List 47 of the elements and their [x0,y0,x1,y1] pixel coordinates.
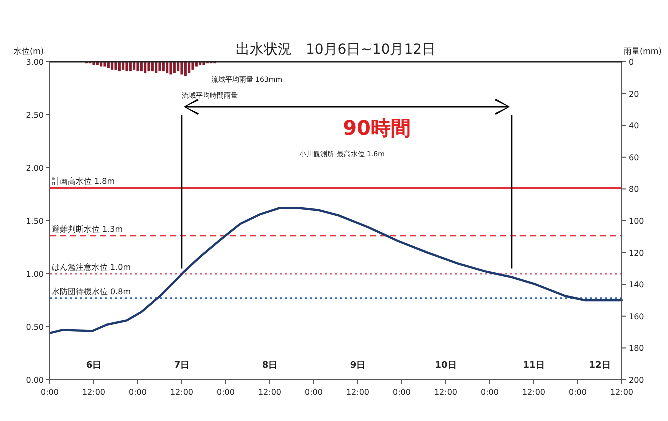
y-tick-label: 1.00 [26,270,44,279]
y2-tick-label: 140 [629,280,644,290]
annotation: 90時間 [343,116,411,140]
chart-title: 出水状況 10月6日~10月12日 [236,42,436,58]
y2-tick-label: 20 [629,90,640,99]
y2-tick-label: 60 [629,153,640,162]
annotation: 6日 [86,360,102,371]
y-tick-label: 2.00 [26,164,44,173]
y2-axis-title: 雨量(mm) [624,47,662,56]
x-tick-label: 0:00 [41,388,59,397]
y-tick-label: 1.50 [26,217,44,226]
x-tick-label: 0:00 [569,388,587,397]
x-tick-label: 12:00 [346,388,370,397]
y-tick-label: 0.50 [26,323,44,332]
x-tick-label: 12:00 [170,388,194,397]
x-tick-label: 0:00 [393,388,411,397]
y2-tick-label: 40 [629,122,640,131]
annotation: 9日 [350,360,366,371]
y2-tick-label: 80 [629,185,640,194]
y2-tick-label: 160 [629,312,644,322]
x-tick-label: 0:00 [217,388,235,397]
annotation: 7日 [174,360,190,371]
y-tick-label: 2.50 [26,111,44,120]
ref-line-label: 計画高水位 1.8m [52,177,116,186]
y-tick-label: 0.00 [26,376,44,385]
y2-tick-label: 120 [629,248,644,258]
y2-tick-label: 180 [629,344,644,354]
annotation: 11日 [523,360,545,371]
ref-line-label: 避難判断水位 1.3m [52,224,124,234]
x-tick-label: 12:00 [82,388,106,397]
annotation: 8日 [262,360,278,371]
y2-tick-label: 200 [629,376,644,385]
y2-tick-label: 0 [629,58,634,67]
annotation: 10日 [435,360,457,371]
x-tick-label: 0:00 [481,388,499,397]
x-tick-label: 0:00 [305,388,323,397]
x-tick-label: 12:00 [610,388,634,397]
ref-line-label: はん濫注意水位 1.0m [52,263,132,272]
annotation: 12日 [589,360,611,371]
x-tick-label: 12:00 [258,388,282,397]
y2-tick-label: 100 [629,217,644,226]
x-tick-label: 12:00 [434,388,458,397]
y-tick-label: 3.00 [26,58,44,67]
x-tick-label: 0:00 [129,388,147,397]
ref-line-label: 水防団待機水位 0.8m [52,287,132,296]
x-tick-label: 12:00 [522,388,546,397]
y-axis-title: 水位(m) [14,47,44,56]
